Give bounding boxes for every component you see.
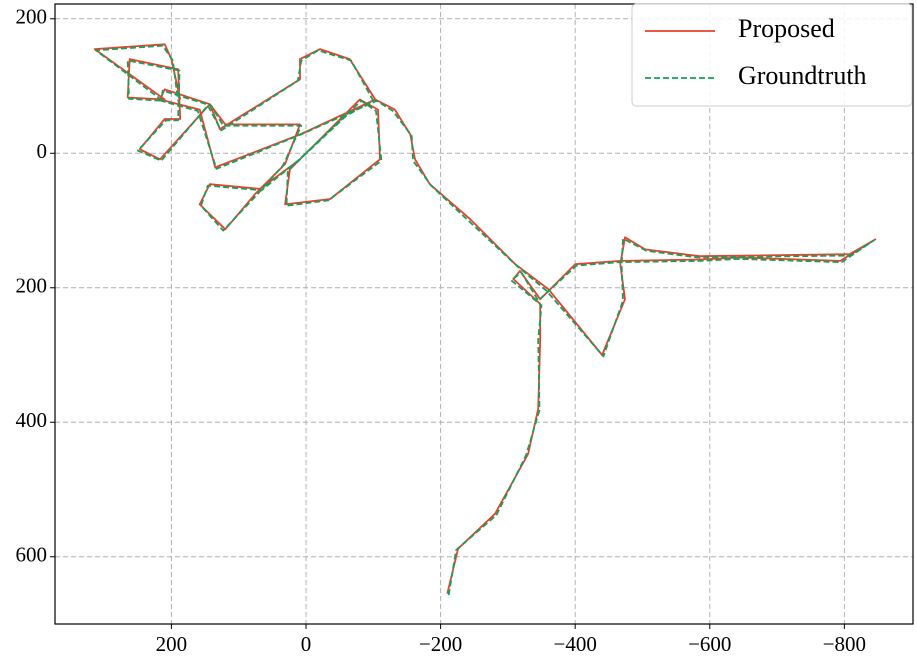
legend: Proposed Groundtruth (631, 3, 913, 107)
legend-label: Groundtruth (738, 61, 867, 90)
x-tick-label: −800 (823, 632, 866, 656)
axes-frame (54, 3, 914, 625)
y-tick-label: 0 (37, 139, 48, 163)
y-tick-label: 200 (16, 274, 48, 298)
plot-area (55, 4, 913, 624)
y-tick-label: 400 (16, 408, 48, 432)
x-tick-label: −400 (554, 632, 597, 656)
x-tick-label: 0 (301, 632, 312, 656)
x-tick-label: 200 (156, 632, 188, 656)
legend-label: Proposed (738, 14, 835, 43)
legend-box (631, 3, 913, 107)
y-tick-label: 200 (16, 5, 48, 29)
y-tick-label: 600 (16, 543, 48, 567)
x-tick-label: −200 (419, 632, 462, 656)
trajectory (95, 44, 875, 596)
trajectory (93, 43, 877, 594)
x-tick-label: −600 (688, 632, 731, 656)
